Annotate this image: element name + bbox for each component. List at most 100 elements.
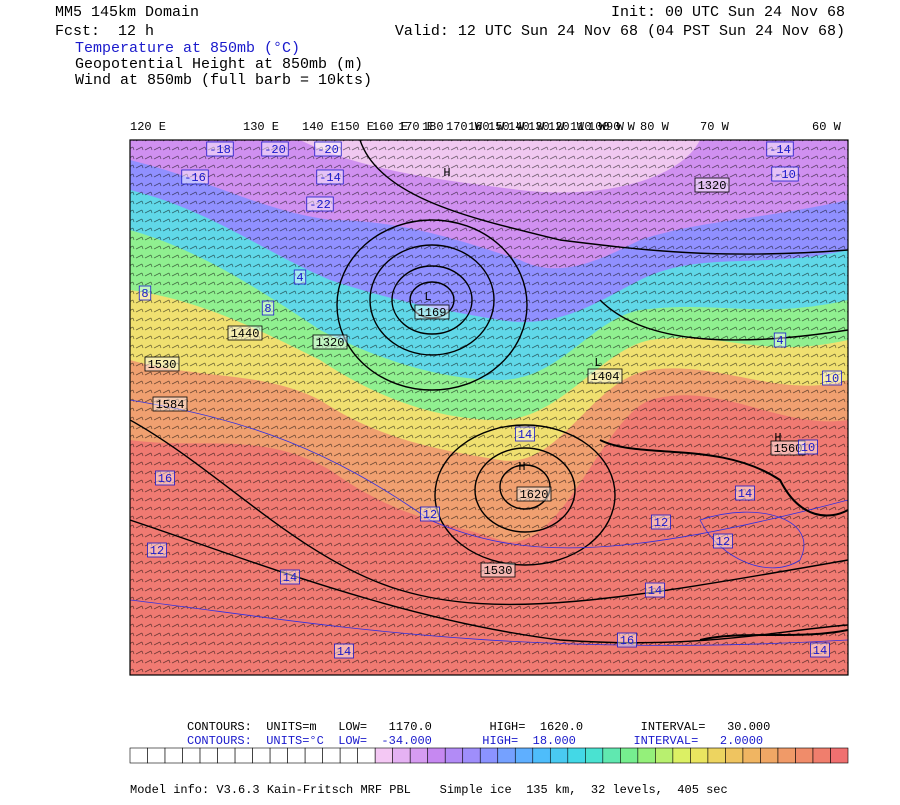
contour-label-box	[206, 141, 234, 157]
contour-label: 10	[825, 372, 839, 386]
contour-label-box	[138, 285, 152, 301]
longitude-label: 160 E	[372, 120, 408, 134]
color-bar-box	[357, 747, 376, 764]
contour-label: -16	[184, 171, 206, 185]
color-bar-box	[585, 747, 604, 764]
contour-label-box	[766, 141, 794, 157]
contour-label-box	[293, 269, 307, 285]
color-bar-box	[252, 747, 271, 764]
contour-label-box	[771, 166, 799, 182]
longitude-label: 70 W	[700, 120, 730, 134]
color-bar-box	[830, 747, 849, 764]
longitude-label: 160 W	[468, 120, 505, 134]
color-bar-box	[567, 747, 586, 764]
contour-label-box	[314, 141, 342, 157]
color-bar-box	[182, 747, 201, 764]
field-temperature: Temperature at 850mb (°C)	[75, 40, 300, 57]
contour-label: 1404	[591, 370, 620, 384]
color-bar-box	[304, 747, 323, 764]
contour-label: 14	[518, 428, 532, 442]
contour-label: 14	[813, 644, 827, 658]
color-bar-box	[392, 747, 411, 764]
color-bar-box	[462, 747, 481, 764]
color-bar-box	[444, 747, 464, 764]
contour-label: 4	[776, 334, 783, 348]
color-bar-box	[795, 747, 814, 764]
valid-time: Valid: 12 UTC Sun 24 Nov 68 (04 PST Sun …	[395, 23, 845, 40]
longitude-label: 140 E	[302, 120, 338, 134]
color-bar-box	[655, 747, 674, 764]
pressure-center: H	[774, 431, 781, 445]
contour-label: -20	[317, 143, 339, 157]
contour-label-box	[306, 196, 334, 212]
contour-info-temperature: CONTOURS: UNITS=°C LOW= -34.000 HIGH= 18…	[187, 734, 763, 748]
model-title: MM5 145km Domain	[55, 4, 199, 21]
contour-label: 14	[337, 645, 351, 659]
contour-label-box	[798, 439, 818, 455]
contour-label-box	[312, 334, 348, 350]
contour-label-box	[147, 542, 167, 558]
color-bar-box	[234, 747, 253, 764]
model-info: Model info: V3.6.3 Kain-Fritsch MRF PBL …	[130, 783, 728, 797]
color-bar-box	[532, 747, 551, 764]
fcst-label: Fcst:	[55, 23, 100, 40]
longitude-label: 120 W	[548, 120, 585, 134]
contour-label-box	[227, 325, 263, 341]
contour-label: -22	[309, 198, 331, 212]
color-bar-box	[725, 747, 744, 764]
contour-label-box	[773, 332, 787, 348]
longitude-label: 150 W	[488, 120, 525, 134]
contour-label-box	[651, 514, 671, 530]
contour-label: 10	[801, 441, 815, 455]
longitude-label: 60 W	[812, 120, 842, 134]
longitude-label: 90 W	[606, 120, 636, 134]
color-bar-box	[287, 747, 306, 764]
init-time: Init: 00 UTC Sun 24 Nov 68	[611, 4, 845, 21]
color-bar-box	[777, 747, 796, 764]
color-bar-box	[199, 747, 218, 764]
color-bar-box	[497, 747, 516, 764]
color-bar-box	[707, 747, 726, 764]
contour-label: -10	[774, 168, 796, 182]
color-bar-box	[620, 747, 639, 764]
color-bar-box	[742, 747, 761, 764]
longitude-label: 100 W	[588, 120, 625, 134]
contour-label: 12	[423, 508, 437, 522]
contour-label-box	[822, 370, 842, 386]
contour-label-box	[261, 141, 289, 157]
contour-label: 16	[620, 634, 634, 648]
color-bar-box	[322, 747, 341, 764]
longitude-label: 130 W	[528, 120, 565, 134]
longitude-label: 110 W	[570, 120, 607, 134]
contour-label: 8	[141, 287, 148, 301]
color-bar-box	[760, 747, 779, 764]
contour-label: -14	[769, 143, 791, 157]
color-bar-box	[514, 747, 534, 764]
color-bar-box	[164, 747, 183, 764]
contour-label-box	[617, 632, 637, 648]
contour-label-box	[334, 643, 354, 659]
longitude-label: 140 W	[508, 120, 545, 134]
contour-label-box	[261, 300, 275, 316]
contour-label-box	[810, 642, 830, 658]
color-bar	[129, 747, 849, 764]
contour-label: 1320	[698, 179, 727, 193]
color-bar-box	[637, 747, 656, 764]
longitude-label: 170 E	[398, 120, 434, 134]
color-bar-box	[129, 747, 148, 764]
contour-label: 1169	[418, 306, 447, 320]
contour-label-box	[516, 486, 552, 502]
contour-label-box	[480, 562, 516, 578]
contour-label: 16	[158, 472, 172, 486]
fcst-value: 12 h	[118, 23, 154, 40]
field-wind: Wind at 850mb (full barb = 10kts)	[75, 72, 372, 89]
contour-label-box	[414, 304, 450, 320]
contour-label: 12	[654, 516, 668, 530]
contour-label: 12	[716, 535, 730, 549]
pressure-center: L	[594, 356, 601, 370]
field-height: Geopotential Height at 850mb (m)	[75, 56, 363, 73]
pressure-center: H	[443, 166, 450, 180]
contour-label: -20	[264, 143, 286, 157]
contour-label: 12	[150, 544, 164, 558]
